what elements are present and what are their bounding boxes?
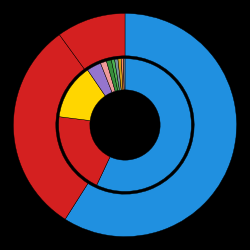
- Wedge shape: [14, 35, 88, 219]
- Wedge shape: [118, 59, 123, 90]
- Wedge shape: [111, 60, 120, 90]
- Wedge shape: [59, 70, 105, 120]
- Wedge shape: [65, 14, 236, 236]
- Wedge shape: [88, 63, 112, 96]
- Wedge shape: [121, 58, 124, 90]
- Wedge shape: [100, 61, 115, 92]
- Wedge shape: [123, 58, 125, 90]
- Wedge shape: [60, 14, 125, 69]
- Wedge shape: [58, 117, 110, 185]
- Wedge shape: [106, 60, 118, 91]
- Wedge shape: [97, 58, 192, 192]
- Wedge shape: [114, 59, 121, 90]
